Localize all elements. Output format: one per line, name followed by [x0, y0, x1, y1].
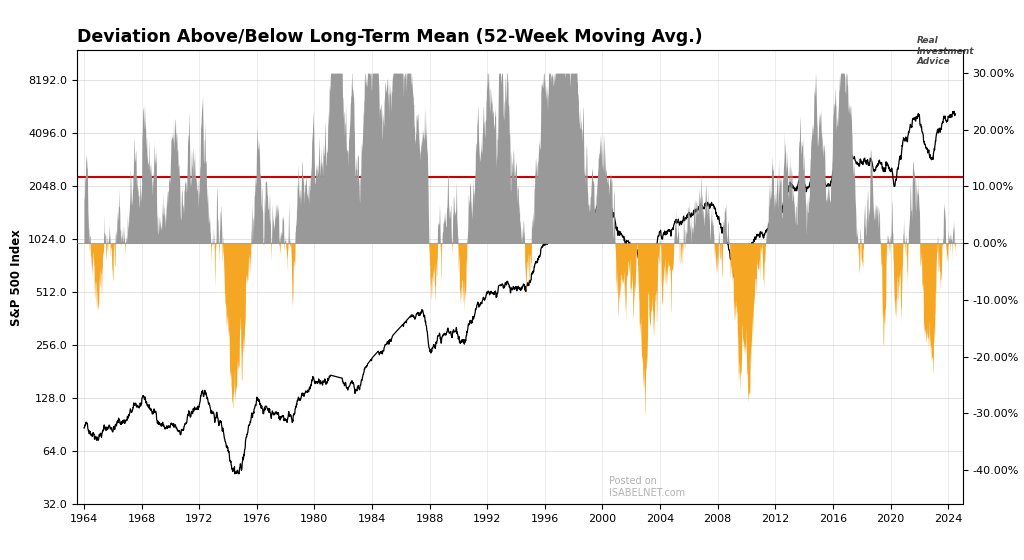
Text: Posted on
ISABELNET.com: Posted on ISABELNET.com [609, 477, 685, 498]
Text: Deviation Above/Below Long-Term Mean (52-Week Moving Avg.): Deviation Above/Below Long-Term Mean (52… [77, 28, 702, 46]
Y-axis label: S&P 500 Index: S&P 500 Index [9, 229, 23, 325]
Text: Real
Investment
Advice: Real Investment Advice [916, 36, 974, 66]
